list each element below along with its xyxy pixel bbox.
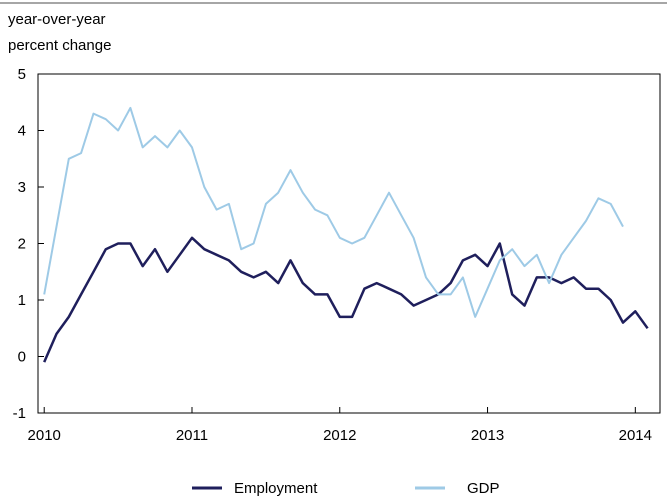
x-tick-label: 2013 bbox=[471, 427, 504, 444]
series-layer bbox=[43, 106, 649, 363]
legend-label-gdp: GDP bbox=[467, 480, 500, 497]
x-tick-label: 2012 bbox=[323, 427, 356, 444]
y-tick-label: 2 bbox=[18, 236, 26, 253]
y-tick-label: 5 bbox=[18, 66, 26, 83]
legend: Employment GDP bbox=[192, 480, 500, 497]
x-tick-label: 2011 bbox=[176, 427, 208, 444]
x-tick-label: 2014 bbox=[619, 427, 652, 444]
series-line-employment bbox=[43, 236, 649, 363]
x-axis: 2010 2011 2012 2013 2014 bbox=[28, 407, 652, 444]
y-tick-label: -1 bbox=[13, 405, 26, 422]
y-tick-label: 0 bbox=[18, 349, 26, 366]
series-line-gdp bbox=[43, 106, 624, 318]
legend-label-employment: Employment bbox=[234, 480, 318, 497]
y-tick-label: 3 bbox=[18, 179, 26, 196]
x-tick-label: 2010 bbox=[28, 427, 61, 444]
y-axis-label-line-2: percent change bbox=[8, 37, 111, 54]
y-axis: 5 4 3 2 1 0 -1 bbox=[13, 66, 44, 422]
y-axis-label-line-1: year-over-year bbox=[8, 11, 106, 28]
y-tick-label: 4 bbox=[18, 123, 26, 140]
y-tick-label: 1 bbox=[18, 292, 26, 309]
